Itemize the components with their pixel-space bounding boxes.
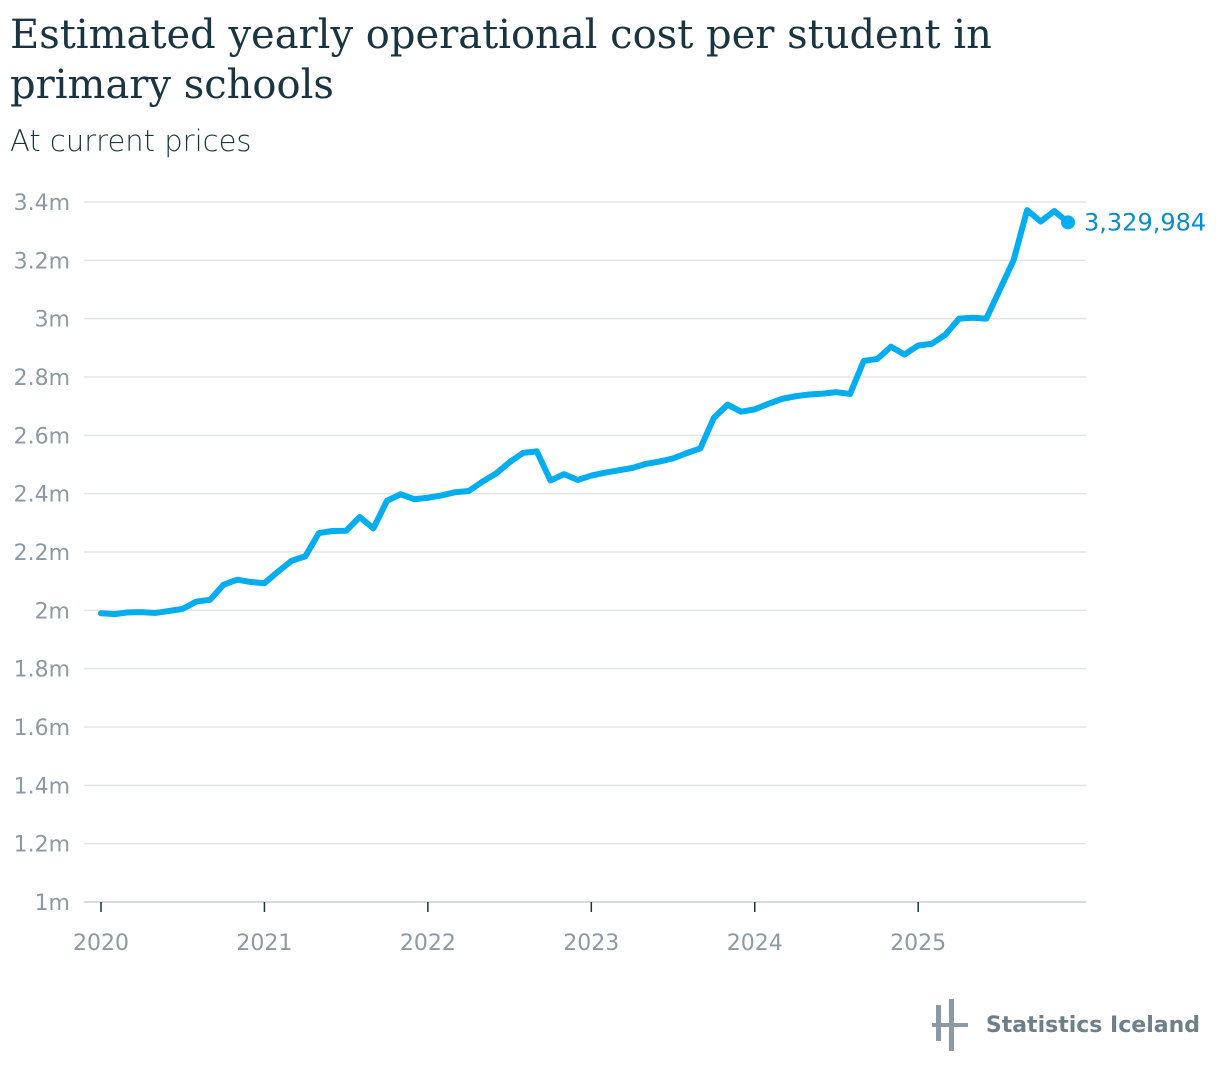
y-tick-label: 3m — [35, 308, 70, 333]
y-tick-label: 2.6m — [14, 424, 70, 449]
chart-subtitle: At current prices — [10, 124, 252, 158]
x-axis: 2020 2021 2022 2023 2024 2025 — [73, 902, 946, 956]
y-tick-label: 3.2m — [14, 249, 70, 274]
y-tick-label: 1m — [35, 891, 70, 916]
y-tick-label: 1.2m — [14, 833, 70, 858]
x-tick-label: 2021 — [236, 931, 292, 956]
x-tick-label: 2023 — [563, 931, 619, 956]
brand-name: Statistics Iceland — [985, 1012, 1200, 1038]
y-tick-label: 1.6m — [14, 716, 70, 741]
x-tick-label: 2025 — [890, 931, 946, 956]
brand-logo: Statistics Iceland — [931, 999, 1200, 1051]
end-value-label: 3,329,984 — [1084, 208, 1206, 236]
series-line — [98, 207, 1071, 618]
x-tick-label: 2024 — [727, 931, 783, 956]
chart-title: Estimated yearly operational cost per st… — [10, 12, 992, 108]
x-tick-label: 2020 — [73, 931, 129, 956]
statistics-iceland-logo-icon — [931, 999, 968, 1051]
y-tick-label: 1.8m — [14, 658, 70, 683]
y-tick-label: 2.8m — [14, 366, 70, 391]
y-tick-label: 3.4m — [14, 191, 70, 216]
x-tick-label: 2022 — [400, 931, 456, 956]
y-axis: 1m 1.2m 1.4m 1.6m 1.8m 2m 2.2m 2.4m 2.6m 2.8m 3m 3.… — [14, 191, 70, 916]
y-tick-label: 2.4m — [14, 483, 70, 508]
end-point — [1061, 215, 1075, 230]
y-tick-label: 1.4m — [14, 774, 70, 799]
y-tick-label: 2.2m — [14, 541, 70, 566]
y-tick-label: 2m — [35, 599, 70, 624]
series-layer: 3,329,984 — [98, 207, 1206, 618]
grid-lines — [84, 201, 1086, 903]
